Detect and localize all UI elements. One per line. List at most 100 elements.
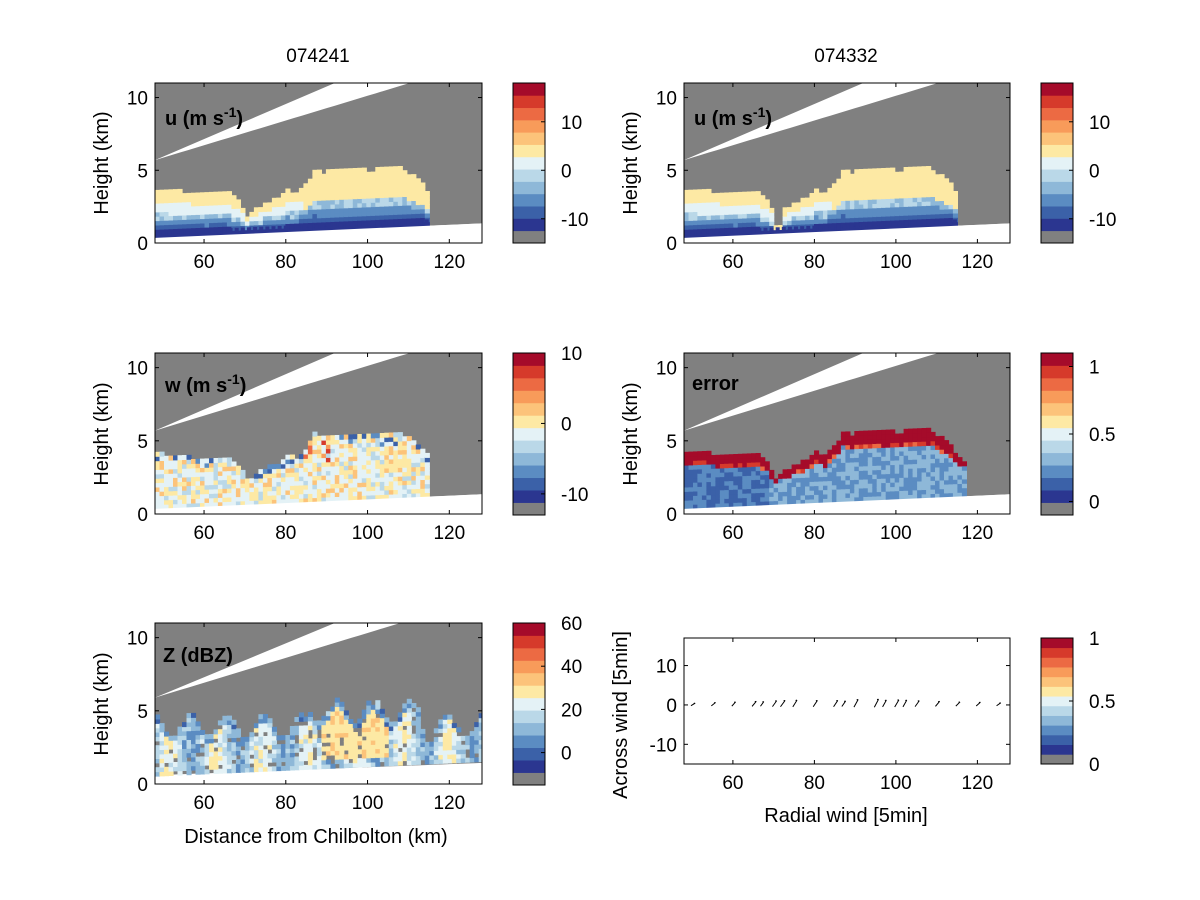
- heat-cell: [773, 491, 779, 497]
- heat-cell: [182, 748, 188, 754]
- heat-cell: [388, 730, 394, 736]
- heat-cell: [226, 728, 232, 734]
- heat-cell: [164, 771, 170, 777]
- heat-cell: [796, 499, 802, 505]
- heat-cell: [935, 493, 941, 499]
- heat-cell: [204, 738, 210, 744]
- heat-cell: [262, 495, 268, 501]
- heat-cell: [469, 731, 475, 737]
- heat-cell: [836, 209, 842, 215]
- heat-cell: [303, 196, 309, 202]
- heat-cell: [885, 198, 891, 204]
- heat-cell: [267, 202, 273, 208]
- heat-cell: [321, 448, 327, 454]
- colorbar-tick-label: -10: [1089, 210, 1116, 231]
- heat-cell: [760, 221, 766, 227]
- heat-cell: [697, 193, 703, 199]
- heat-cell: [222, 200, 228, 205]
- heat-cell: [235, 474, 241, 480]
- heat-cell: [773, 478, 779, 484]
- heat-cell: [885, 455, 891, 461]
- heat-cell: [742, 196, 748, 201]
- heat-cell: [271, 499, 277, 505]
- heat-cell: [397, 454, 403, 460]
- heat-cell: [755, 457, 761, 463]
- heat-cell: [164, 490, 170, 496]
- heat-cell: [361, 762, 367, 768]
- heat-cell: [253, 495, 259, 501]
- heat-cell: [366, 464, 372, 470]
- heat-cell: [325, 470, 331, 476]
- heat-cell: [849, 191, 855, 197]
- heat-cell: [222, 470, 228, 476]
- heat-cell: [244, 496, 250, 502]
- heat-cell: [894, 459, 900, 465]
- heat-cell: [217, 204, 223, 210]
- error-axes-frame: [683, 352, 1011, 515]
- heat-cell: [451, 727, 457, 733]
- heat-cell: [285, 743, 291, 749]
- heat-cell: [361, 446, 367, 452]
- heat-cell: [921, 174, 927, 180]
- heat-cell: [917, 476, 923, 482]
- heat-cell: [854, 431, 860, 436]
- heat-cell: [688, 495, 694, 501]
- heat-cell: [710, 490, 716, 496]
- heat-cell: [191, 734, 197, 740]
- heat-cell: [831, 467, 837, 473]
- heat-cell: [370, 175, 376, 181]
- heat-cell: [259, 226, 264, 232]
- heat-cell: [307, 493, 313, 499]
- heat-cell: [849, 178, 855, 184]
- heat-cell: [325, 492, 331, 498]
- heat-cell: [289, 498, 295, 504]
- heat-cell: [746, 222, 752, 227]
- heat-cell: [379, 188, 385, 194]
- heat-cell: [760, 470, 766, 476]
- heat-cell: [173, 472, 179, 478]
- heat-cell: [420, 191, 426, 197]
- heat-cell: [728, 209, 734, 215]
- colorbar-swatch: [1041, 169, 1073, 182]
- heat-cell: [926, 192, 932, 198]
- heat-cell: [186, 210, 192, 216]
- heat-cell: [796, 219, 802, 225]
- heat-cell: [191, 761, 197, 767]
- heat-cell: [724, 458, 730, 464]
- heat-cell: [876, 224, 882, 230]
- heat-cell: [809, 485, 815, 491]
- heat-cell: [872, 443, 878, 449]
- heat-cell: [267, 481, 273, 487]
- heat-cell: [258, 718, 264, 724]
- field-label-superscript: -1: [224, 104, 237, 120]
- heat-cell: [406, 480, 412, 485]
- heat-cell: [894, 171, 900, 177]
- heat-cell: [361, 172, 367, 177]
- heat-cell: [285, 739, 291, 745]
- heat-cell: [352, 469, 358, 475]
- heat-cell: [693, 477, 699, 483]
- heat-cell: [447, 732, 453, 738]
- heat-cell: [289, 730, 295, 736]
- heat-cell: [693, 215, 699, 221]
- heat-cell: [908, 197, 914, 203]
- heat-cell: [818, 458, 824, 464]
- heat-cell: [370, 446, 376, 452]
- heat-cell: [155, 486, 161, 492]
- heat-cell: [939, 479, 945, 485]
- y-tick-label: 5: [666, 161, 677, 182]
- heat-cell: [334, 208, 340, 214]
- heat-cell: [796, 495, 802, 501]
- heat-cell: [460, 753, 466, 759]
- heat-cell: [244, 745, 250, 751]
- heat-cell: [836, 187, 842, 193]
- heat-cell: [276, 485, 282, 491]
- heat-cell: [742, 484, 748, 490]
- heat-cell: [240, 759, 246, 764]
- heat-cell: [191, 476, 197, 482]
- heat-cell: [231, 755, 237, 760]
- heat-cell: [872, 460, 878, 466]
- heat-cell: [948, 191, 954, 197]
- wind-arrow: [935, 701, 941, 707]
